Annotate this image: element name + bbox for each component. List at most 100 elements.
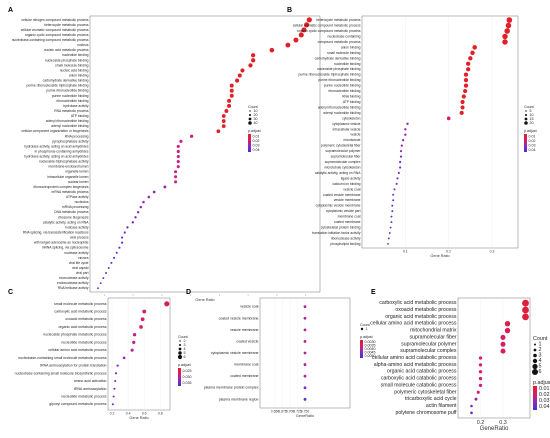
data-point [248,63,253,68]
count-legend-title: Count [524,105,534,109]
data-point [174,180,178,184]
data-point [298,32,304,38]
term-label: purine ribonucleoside triphosphate bindi… [299,73,361,77]
data-point [304,22,310,28]
term-label: translation initiation factor activity [312,231,361,235]
term-label: viral part [76,271,89,275]
panel-b: B 0.1 0.2 0.3 Gene Ratio heterocycle metaboli… [287,7,537,258]
count-legend-title: Count [178,335,188,339]
data-point [114,372,118,375]
term-label: organic acid metabolic process [385,314,457,320]
data-point [468,56,473,61]
data-point [176,149,180,154]
data-point [396,177,399,180]
term-label: vesicle membrane [230,328,258,332]
term-label: small molecule binding [327,51,361,55]
padjust-legend-label: 0.01 [539,386,550,392]
panel-a: A Gene Ratio cellular nitrogen compound me… [8,7,321,302]
data-point [466,61,471,66]
data-point [470,50,475,56]
term-label: purine nucleotide binding [52,94,89,98]
plot-frame [89,15,321,293]
x-tick-label: 0.2 [477,420,485,426]
data-point [227,103,232,108]
data-point [303,363,307,366]
term-label: purine ribonucleoside triphosphate bindi… [27,84,89,88]
data-point [237,73,242,78]
data-point [388,232,391,234]
term-label: intracellular organelle lumen [47,175,88,179]
data-point [152,190,156,194]
data-point [303,328,307,332]
term-label: RNA binding [342,95,360,99]
data-point [229,93,234,98]
term-label: adenyl ribonucleotide binding [318,105,361,109]
count-legend-dot [178,343,182,347]
padjust-colorbar [360,340,363,358]
data-point [387,237,390,240]
panel-label: D [186,289,191,296]
term-label: viral life cycle [69,261,89,265]
term-label: supramolecular fiber [410,334,457,340]
data-point [224,109,229,113]
data-point [229,83,234,88]
term-label: mitochondrial matrix [410,328,457,334]
padjust-legend-label: 0.04 [529,148,536,152]
data-point [176,154,180,159]
term-label: hydrolase activity [63,104,89,108]
term-label: carbohydrate derivative binding [43,79,89,83]
data-point [131,221,134,224]
data-point [269,47,275,53]
x-tick-label: 0.2 [446,250,451,254]
term-label: nucleotide metabolic process [61,340,106,344]
data-point [99,282,102,285]
x-tick-mark [247,294,249,296]
padjust-legend-label: 0.035 [183,381,192,385]
count-legend-dot [534,343,536,346]
padjust-legend-title: p.adjust [178,363,191,367]
data-point [399,160,402,164]
padjust-legend-title: p.adjust [360,335,373,339]
count-legend-value: 6 [184,355,186,359]
data-point [122,356,126,360]
data-point [399,150,403,153]
term-label: organelle lumen [65,170,89,174]
term-label: nucleoside phosphate binding [45,58,89,62]
term-label: cytoplasmic vesicle membrane [316,204,361,208]
term-label: tRNA aminoacylation for protein translat… [40,364,106,368]
count-legend-value: 15 [530,117,534,121]
term-label: nucleotide binding [62,53,89,57]
data-point [404,128,407,131]
term-label: RNA helicase activity [58,286,89,290]
data-point [189,134,194,138]
term-label: viral capsid [72,266,89,270]
count-legend-dot [532,358,538,364]
term-label: compound metabolic process [318,40,361,44]
count-legend-dot [524,121,528,125]
data-point [522,306,529,314]
count-legend-dot [178,351,182,355]
data-point [470,404,473,408]
padjust-legend-label: 0.03 [253,143,260,147]
x-tick-mark [305,294,307,296]
padjust-legend-label: 0.025 [183,369,192,373]
term-label: ATP binding [71,114,89,118]
data-point [97,287,99,290]
panel-label: A [8,7,13,14]
count-legend-dot [525,110,527,112]
data-point [476,390,480,394]
term-label: cytoskeleton [342,116,360,120]
data-point [142,200,145,204]
data-point [303,374,307,378]
term-label: membrane-enclosed lumen [49,165,89,169]
data-point [500,348,506,354]
term-label: ribonucleotide binding [56,99,88,103]
plot-frame [107,297,171,411]
plot-frame [361,15,519,249]
data-point [303,397,307,401]
padjust-legend-title: p.adjust [533,380,550,386]
data-point [118,246,121,249]
